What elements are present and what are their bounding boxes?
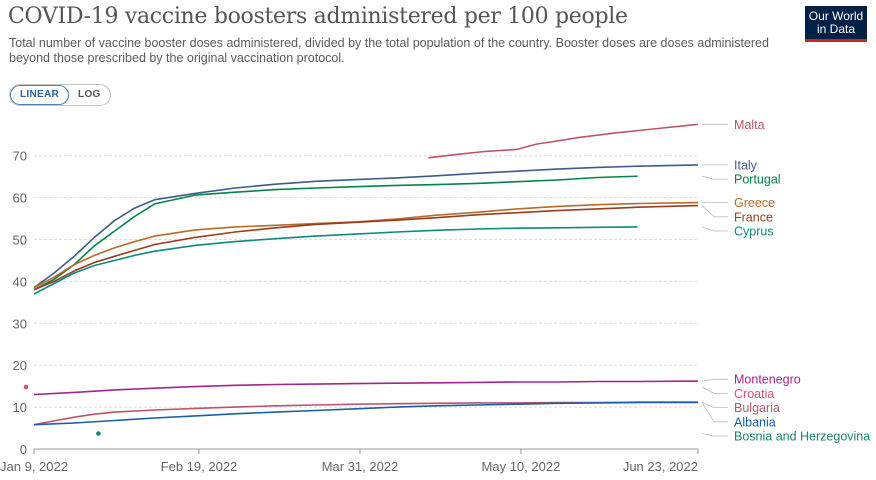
label-connector-montenegro [701,378,728,382]
series-line-italy[interactable] [33,164,699,289]
series-label-portugal[interactable]: Portugal [734,173,781,187]
x-tick-label: Feb 19, 2022 [161,459,238,474]
y-tick-label: 10 [13,400,27,415]
x-tick-label: Jun 23, 2022 [623,459,698,474]
series-label-italy[interactable]: Italy [734,158,758,172]
series-label-montenegro[interactable]: Montenegro [734,373,801,387]
gridlines [34,155,698,408]
label-connector-bulgaria [701,401,728,408]
label-connector-france [701,205,728,218]
series-line-portugal[interactable] [33,175,638,291]
series-lines [23,123,699,436]
series-line-malta[interactable] [428,123,699,159]
scale-toggle[interactable]: LINEAR LOG [9,84,111,106]
y-tick-label: 70 [13,149,27,164]
x-tick-label: Jan 9, 2022 [0,459,68,474]
y-tick-label: 20 [13,358,27,373]
series-label-bulgaria[interactable]: Bulgaria [734,401,780,415]
y-tick-label: 30 [13,316,27,331]
label-connector-croatia [701,386,728,394]
y-tick-label: 40 [13,274,27,289]
series-label-france[interactable]: France [734,210,773,224]
series-line-cyprus[interactable] [33,226,638,295]
owid-logo[interactable]: Our World in Data [805,6,867,42]
series-line-albania[interactable] [33,401,698,426]
label-connector-portugal [701,175,728,180]
label-connector-cyprus [701,226,728,232]
series-line-montenegro[interactable] [33,380,699,396]
x-tick-label: May 10, 2022 [482,459,561,474]
linear-scale-button[interactable]: LINEAR [10,85,70,105]
series-label-bosnia-and-herzegovina[interactable]: Bosnia and Herzegovina [734,430,870,444]
y-axis: 0 10 20 30 40 50 60 70 [13,149,27,457]
logo-line-1: Our World [808,9,864,23]
x-axis: Jan 9, 2022 Feb 19, 2022 Mar 31, 2022 May 1… [0,448,699,474]
label-connector-albania [701,402,728,423]
chart-subtitle: Total number of vaccine booster doses ad… [9,36,769,65]
label-connector-bosnia-and-herzegovina [701,433,728,437]
series-point-bosnia-and-herzegovina[interactable] [96,431,101,436]
chart-title: COVID-19 vaccine boosters administered p… [8,4,628,29]
logo-line-2: in Data [816,22,856,36]
series-line-greece[interactable] [33,201,699,289]
y-tick-label: 0 [20,442,27,457]
series-label-albania[interactable]: Albania [734,415,776,429]
y-tick-label: 50 [13,233,27,248]
series-point-croatia[interactable] [23,384,29,390]
series-label-greece[interactable]: Greece [734,196,775,210]
x-tick-label: Mar 31, 2022 [322,459,399,474]
series-line-bulgaria[interactable] [33,401,698,426]
log-scale-button[interactable]: LOG [78,89,101,100]
series-label-cyprus[interactable]: Cyprus [734,225,774,239]
series-line-france[interactable] [33,204,699,291]
y-tick-label: 60 [13,191,27,206]
series-label-croatia[interactable]: Croatia [734,387,774,401]
series-label-malta[interactable]: Malta [734,118,765,132]
